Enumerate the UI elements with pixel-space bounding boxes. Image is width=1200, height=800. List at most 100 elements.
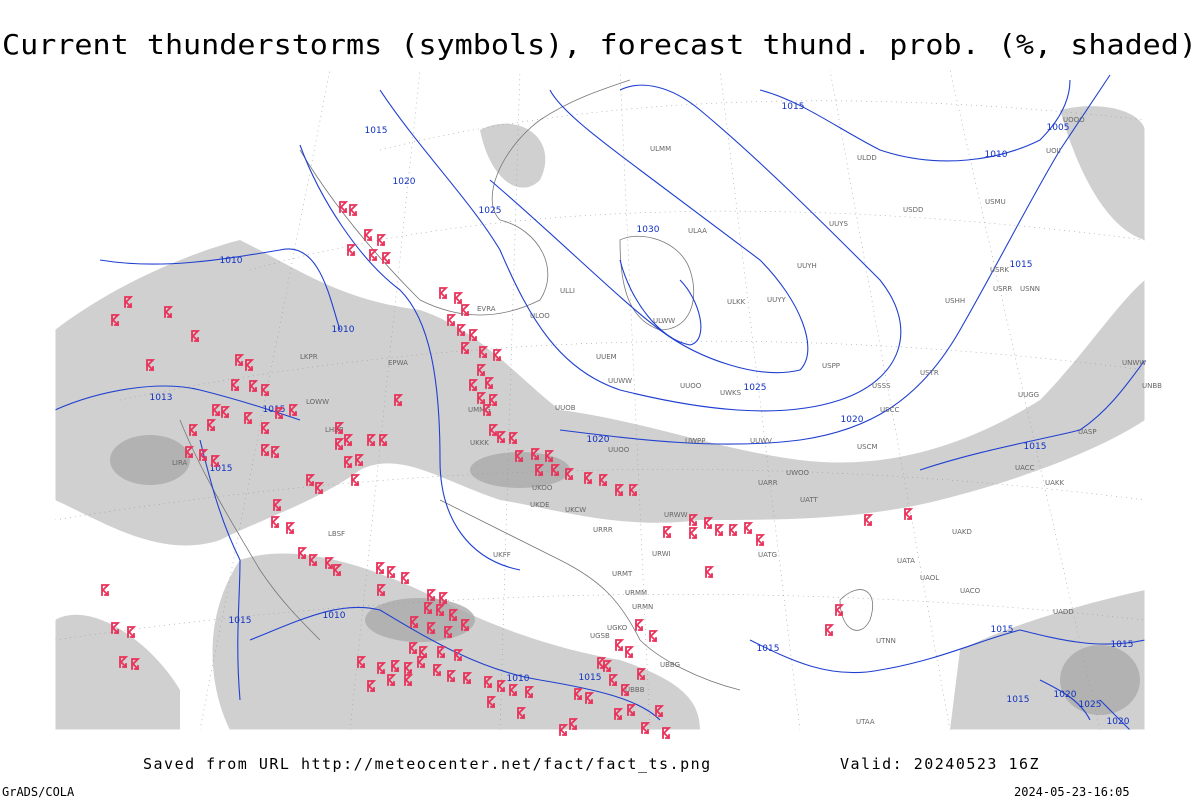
thunderstorm-symbol: [509, 432, 519, 445]
station-label: UKKK: [470, 439, 489, 447]
isobar-label: 1010: [220, 256, 243, 266]
thunderstorm-symbol: [621, 684, 631, 697]
thunderstorm-symbol: [101, 584, 111, 597]
station-label: USPP: [822, 362, 840, 370]
thunderstorm-symbol: [199, 449, 209, 462]
thunderstorm-symbol: [369, 249, 379, 262]
thunderstorm-symbol: [484, 676, 494, 689]
coast: [439, 499, 741, 691]
thunderstorm-symbol: [584, 472, 594, 485]
station-label: UBBB: [625, 686, 645, 694]
station-label: UKOO: [532, 484, 553, 492]
station-label: UADD: [1053, 608, 1074, 616]
isobar-label: 1015: [263, 405, 286, 415]
thunderstorm-symbol: [609, 674, 619, 687]
thunderstorm-symbol: [315, 482, 325, 495]
thunderstorm-symbol: [489, 424, 499, 437]
thunderstorm-symbol: [559, 724, 569, 737]
shade-west: [55, 614, 180, 730]
isobar: [749, 629, 1146, 674]
isobar-label: 1010: [985, 150, 1008, 160]
thunderstorm-symbol: [904, 508, 914, 521]
thunderstorm-symbol: [641, 722, 651, 735]
coast: [619, 235, 695, 331]
thunderstorm-symbol: [704, 517, 714, 530]
thunderstorm-symbol: [835, 604, 845, 617]
shade-band: [55, 240, 1145, 546]
thunderstorm-symbol: [387, 674, 397, 687]
thunderstorm-symbol: [615, 639, 625, 652]
station-label: UATT: [800, 496, 819, 504]
station-label: UASP: [1078, 428, 1097, 436]
thunderstorm-symbol: [417, 656, 427, 669]
station-label: USHH: [945, 297, 965, 305]
parallels: [54, 100, 1146, 641]
station-label: UKCW: [565, 506, 586, 514]
thunderstorm-symbol: [545, 450, 555, 463]
thunderstorm-symbol: [463, 672, 473, 685]
thunderstorm-symbol: [447, 670, 457, 683]
thunderstorm-symbol: [615, 484, 625, 497]
valid-time: Valid: 20240523 16Z: [840, 755, 1040, 773]
station-label: UUYY: [767, 296, 787, 304]
station-label: UBBG: [660, 661, 680, 669]
isobar: [759, 79, 1071, 162]
thunderstorm-symbol: [729, 524, 739, 537]
thunderstorm-symbol: [449, 609, 459, 622]
isobar: [54, 385, 301, 421]
thunderstorm-symbol: [367, 434, 377, 447]
thunderstorm-symbol: [469, 329, 479, 342]
thunderstorm-symbol: [629, 484, 639, 497]
isobar-label: 1025: [744, 383, 767, 393]
thunderstorm-symbol: [493, 349, 503, 362]
thunderstorm-symbol: [864, 514, 874, 527]
thunderstorm-symbol: [244, 412, 254, 425]
coastlines: [179, 79, 874, 691]
station-label: LOWW: [306, 398, 329, 406]
station-label: EPWA: [388, 359, 408, 367]
map-area: [54, 69, 1146, 731]
station-label: UOOO: [1063, 116, 1085, 124]
thunderstorm-symbol: [185, 446, 195, 459]
station-label: USCM: [857, 443, 878, 451]
thunderstorm-symbol: [551, 464, 561, 477]
timestamp: 2024-05-23-16:05: [1014, 785, 1130, 799]
isobar: [489, 89, 809, 374]
labels: 1015102010251030101510051010101010101013…: [150, 102, 1163, 727]
thunderstorm-symbol: [261, 444, 271, 457]
thunderstorm-symbol: [391, 660, 401, 673]
station-label: UAKK: [1045, 479, 1065, 487]
thunderstorm-symbol: [461, 619, 471, 632]
thunderstorm-symbol: [497, 431, 507, 444]
thunderstorm-symbol: [189, 424, 199, 437]
thunderstorm-symbol: [437, 646, 447, 659]
station-label: URMM: [625, 589, 647, 597]
thunderstorm-symbol: [627, 704, 637, 717]
isobar-label: 1025: [1079, 700, 1102, 710]
thunderstorm-symbol: [344, 434, 354, 447]
thunderstorm-symbol: [271, 446, 281, 459]
thunderstorm-symbol: [419, 646, 429, 659]
thunderstorm-symbol: [461, 342, 471, 355]
thunderstorm-symbol: [377, 584, 387, 597]
station-label: USTR: [920, 369, 939, 377]
isobar-label: 1015: [1024, 442, 1047, 452]
station-label: USRR: [993, 285, 1012, 293]
thunderstorm-symbol: [603, 660, 613, 673]
isobars: [54, 74, 1146, 731]
thunderstorm-symbol: [574, 688, 584, 701]
thunderstorm-symbol: [756, 534, 766, 547]
station-label: UTNN: [876, 637, 896, 645]
thunderstorm-symbol: [344, 456, 354, 469]
map-border: [54, 69, 1146, 731]
station-label: LBSF: [328, 530, 345, 538]
thunderstorm-symbol: [565, 468, 575, 481]
thunderstorm-symbol: [111, 622, 121, 635]
thunderstorm-symbol: [221, 406, 231, 419]
isobar: [199, 439, 241, 701]
thunderstorm-symbol: [477, 392, 487, 405]
station-label: LHBP: [325, 426, 343, 434]
thunderstorm-symbol: [436, 604, 446, 617]
thunderstorm-symbol: [454, 649, 464, 662]
